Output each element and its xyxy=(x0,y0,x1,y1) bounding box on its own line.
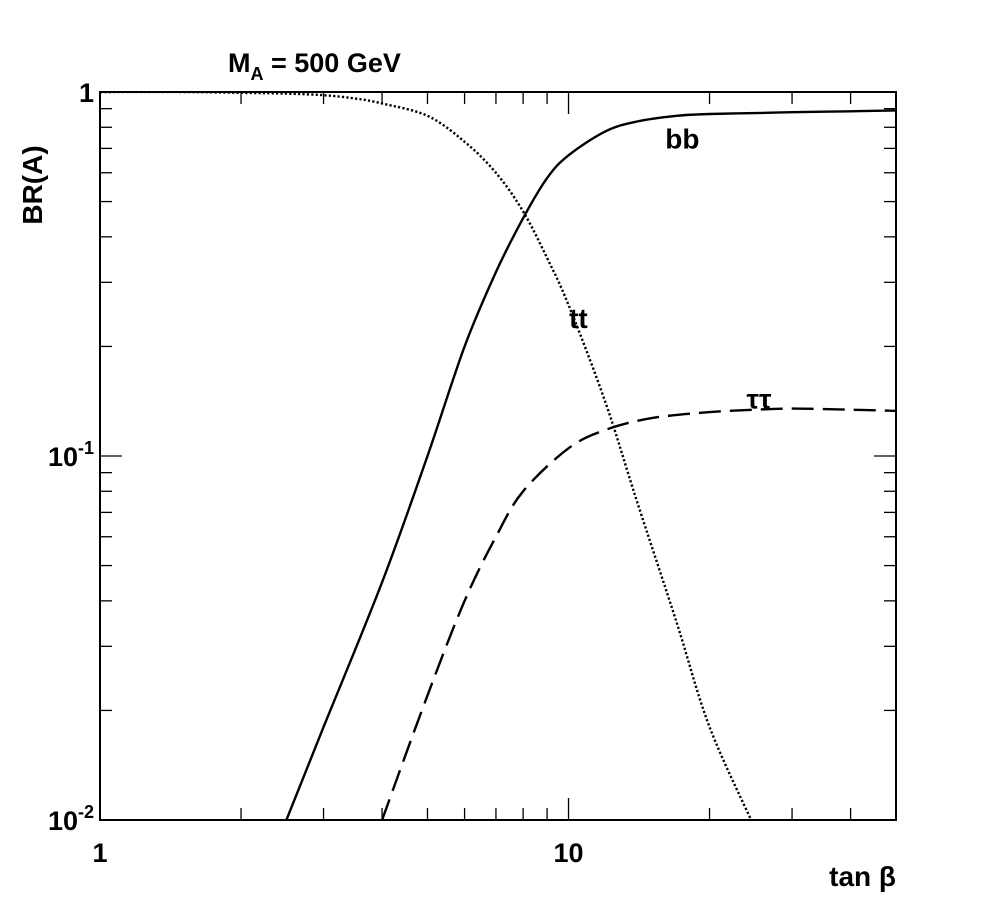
y-tick-label: 10-1 xyxy=(48,438,94,472)
series-line-dashed xyxy=(380,407,896,820)
tick-labels: 1 10 1 10-1 10-2 xyxy=(48,78,584,868)
series-line-solid xyxy=(285,109,896,820)
chart-title: MA = 500 GeV xyxy=(228,48,401,84)
series-label: ττ xyxy=(746,384,771,415)
series-label: bb xyxy=(665,123,699,154)
plot-series xyxy=(100,92,896,820)
series-label: tt xyxy=(569,303,588,334)
plot-frame xyxy=(99,91,897,821)
x-axis-title: tan β xyxy=(829,861,896,892)
axis-ticks xyxy=(99,91,897,821)
series-annotations: bb tt ττ xyxy=(569,123,772,414)
y-tick-label: 10-2 xyxy=(48,802,94,836)
x-tick-label: 1 xyxy=(92,838,107,868)
series-line-dotted xyxy=(100,92,753,820)
y-axis-title: BR(A) xyxy=(17,145,48,224)
y-tick-label: 1 xyxy=(79,78,94,108)
x-tick-label: 10 xyxy=(553,838,583,868)
